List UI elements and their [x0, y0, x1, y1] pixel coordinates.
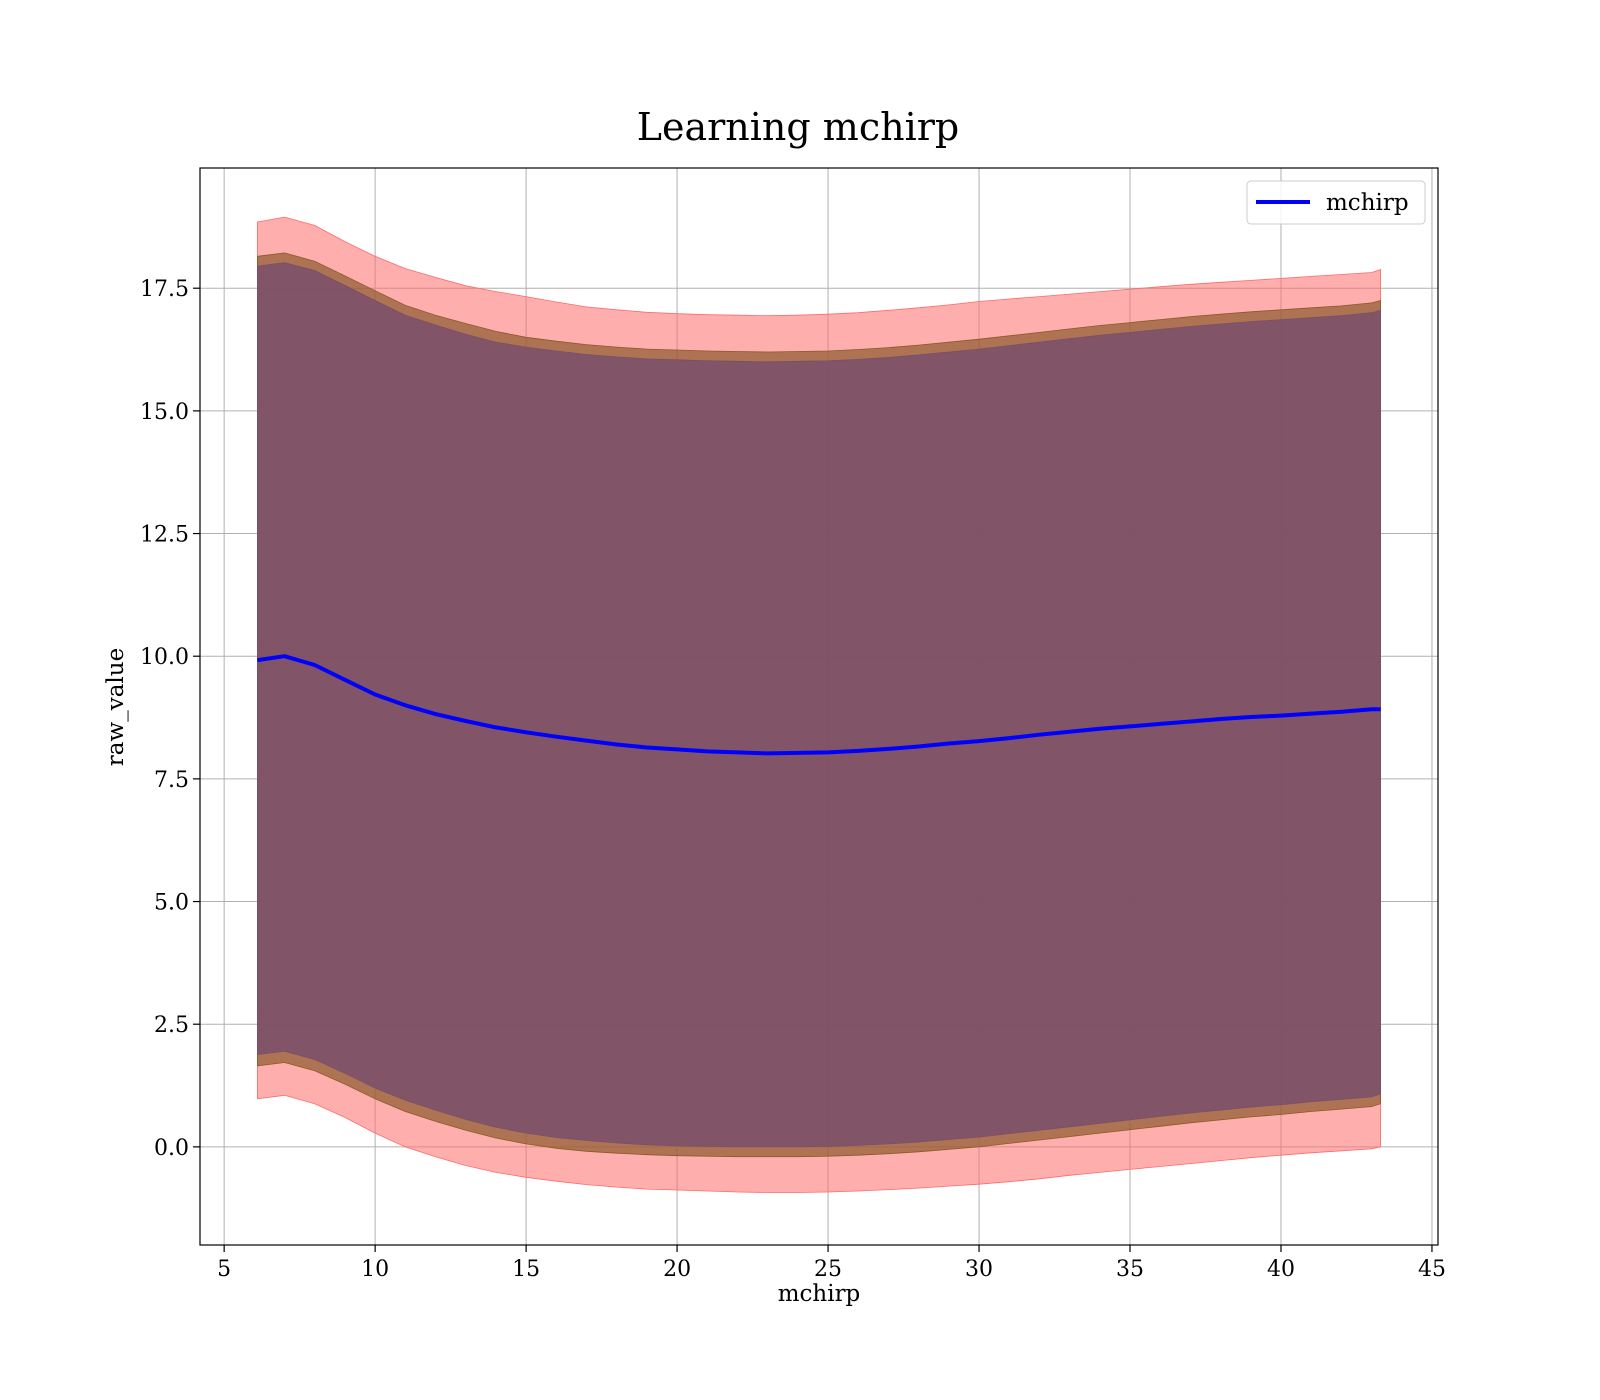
- x-tick-label: 20: [663, 1257, 691, 1282]
- confidence-bands: [257, 216, 1381, 1193]
- x-axis-ticks: 5 10 15 20 25 30 35 40 45: [217, 1245, 1446, 1282]
- series-line-0: [257, 654, 1381, 756]
- x-tick-label: 40: [1267, 1257, 1295, 1282]
- y-tick-label: 7.5: [154, 768, 189, 793]
- plot-frame: [199, 167, 1439, 1246]
- series-lines: [257, 654, 1381, 756]
- x-tick-label: 15: [512, 1257, 540, 1282]
- x-tick-label: 5: [217, 1257, 231, 1282]
- legend: mchirp: [1246, 180, 1426, 225]
- y-tick-label: 5.0: [154, 891, 189, 916]
- x-tick-label: 35: [1116, 1257, 1144, 1282]
- x-tick-label: 25: [814, 1257, 842, 1282]
- y-tick-label: 15.0: [140, 400, 189, 425]
- x-tick-label: 10: [361, 1257, 389, 1282]
- legend-label: mchirp: [1326, 190, 1409, 216]
- y-tick-label: 10.0: [140, 645, 189, 670]
- band-area-2: [257, 262, 1381, 1148]
- y-tick-label: 17.5: [140, 277, 189, 302]
- x-axis-label: mchirp: [778, 1281, 861, 1307]
- y-axis-ticks: 0.0 2.5 5.0 7.5 10.0 12.5 15.0 17.5: [140, 277, 200, 1161]
- y-tick-label: 12.5: [140, 523, 189, 548]
- x-tick-label: 45: [1418, 1257, 1446, 1282]
- y-axis-label: raw_value: [103, 648, 129, 766]
- y-tick-label: 2.5: [154, 1013, 189, 1038]
- x-tick-label: 30: [965, 1257, 993, 1282]
- legend-box: [1246, 180, 1426, 225]
- y-tick-label: 0.0: [154, 1136, 189, 1161]
- chart-title: Learning mchirp: [637, 105, 959, 149]
